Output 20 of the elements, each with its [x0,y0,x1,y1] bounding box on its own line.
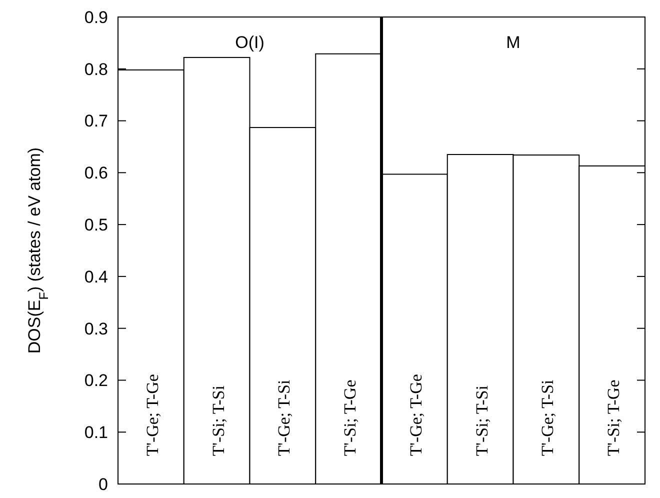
y-tick-label: 0.8 [84,60,108,79]
y-tick-label: 0.4 [84,267,108,286]
y-tick-label: 0.9 [84,8,108,27]
y-tick-label: 0.6 [84,164,108,183]
y-tick-label: 0.7 [84,112,108,131]
x-tick-label: T'-Si; T-Si [472,385,492,456]
annotation: M [506,33,520,52]
x-tick-label: T'-Ge; T-Si [538,379,558,456]
x-tick-label: T'-Si; T-Ge [604,380,624,456]
x-tick-label: T'-Ge; T-Si [274,379,294,456]
x-tick-label: T'-Si; T-Ge [340,380,360,456]
annotation: O(I) [235,33,264,52]
y-tick-label: 0.5 [84,216,108,235]
y-tick-label: 0.3 [84,319,108,338]
x-tick-label: T'-Ge; T-Ge [142,374,162,456]
y-tick-label: 0.2 [84,371,108,390]
y-tick-label: 0 [98,474,108,494]
x-tick-label: T'-Si; T-Si [208,385,228,456]
y-tick-label: 0.1 [84,423,108,442]
x-tick-label: T'-Ge; T-Ge [406,374,426,456]
